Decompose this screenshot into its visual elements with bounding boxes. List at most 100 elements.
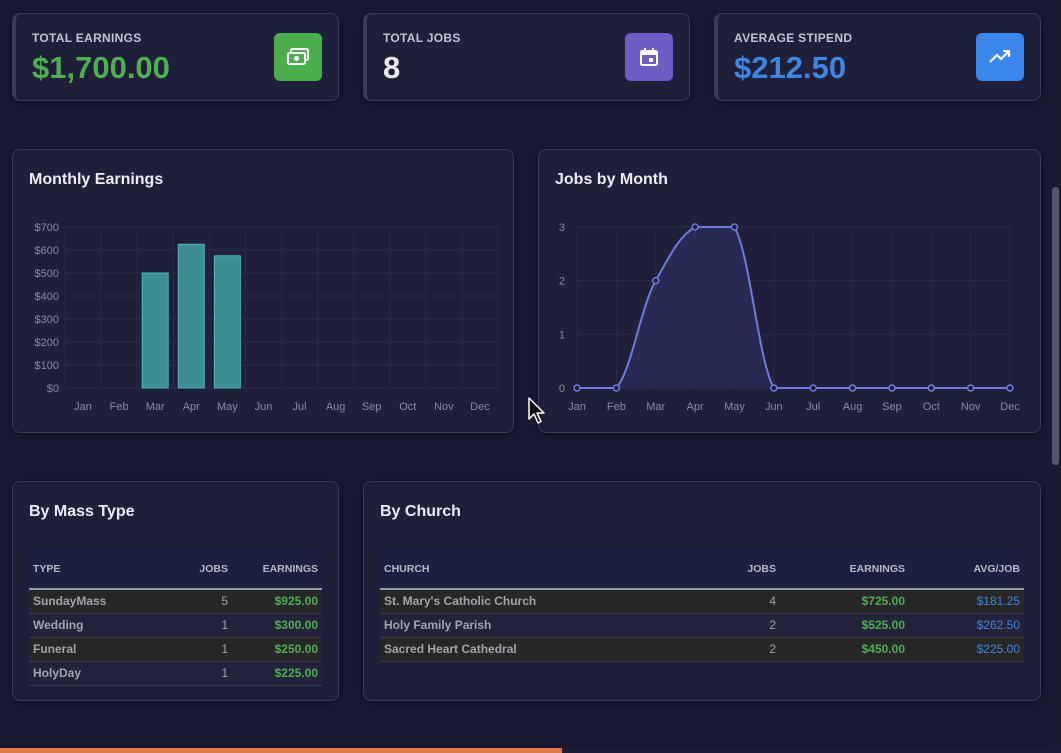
stat-label: TOTAL EARNINGS <box>32 31 142 45</box>
column-header-type[interactable]: TYPE <box>29 549 159 590</box>
church-cell: Sacred Heart Cathedral <box>380 637 710 662</box>
x-tick-label: Nov <box>434 401 454 413</box>
stat-card-average-stipend: AVERAGE STIPEND $212.50 <box>714 13 1041 101</box>
x-tick-label: Dec <box>1000 401 1020 413</box>
y-tick-label: $600 <box>35 245 59 257</box>
column-header-jobs[interactable]: JOBS <box>710 549 780 590</box>
y-tick-label: $100 <box>35 360 59 372</box>
x-tick-label: Feb <box>607 401 626 413</box>
earnings-cell: $225.00 <box>232 661 322 686</box>
progress-fill <box>0 748 563 753</box>
mass-type-table: TYPE JOBS EARNINGS SundayMass 5 $925.00 … <box>29 549 322 686</box>
avg-job-cell: $181.25 <box>909 589 1024 614</box>
earnings-cell: $725.00 <box>780 589 909 614</box>
monthly-earnings-title: Monthly Earnings <box>29 171 164 188</box>
jobs-cell: 1 <box>159 637 232 662</box>
earnings-cell: $925.00 <box>232 589 322 614</box>
monthly-earnings-card: Monthly Earnings $0 $100 $200 $300 $400 $500 $… <box>12 149 514 433</box>
by-mass-type-card: By Mass Type TYPE JOBS EARNINGS SundayMa… <box>12 481 339 701</box>
x-tick-label: Jun <box>255 401 273 413</box>
x-tick-label: Mar <box>146 401 165 413</box>
by-mass-type-title: By Mass Type <box>29 503 135 520</box>
x-tick-label: Sep <box>882 401 902 413</box>
column-header-jobs[interactable]: JOBS <box>159 549 232 590</box>
x-tick-label: Jan <box>568 401 586 413</box>
point-mar <box>651 276 660 285</box>
x-tick-label: Aug <box>843 401 863 413</box>
y-tick-label: 0 <box>559 383 565 395</box>
mass-type-cell: Funeral <box>29 637 159 662</box>
point-jun <box>770 384 778 392</box>
x-tick-label: Aug <box>326 401 346 413</box>
table-row[interactable]: SundayMass 5 $925.00 <box>29 589 322 614</box>
jobs-by-month-chart: 0 1 2 3 Jan Feb Mar Apr May Jun Jul Aug Sep Oct Nov Dec <box>559 222 1020 413</box>
jobs-cell: 5 <box>159 589 232 614</box>
y-tick-label: $400 <box>35 291 59 303</box>
column-header-earnings[interactable]: EARNINGS <box>780 549 909 590</box>
stat-card-total-earnings: TOTAL EARNINGS $1,700.00 <box>12 13 339 101</box>
point-apr <box>691 223 699 231</box>
column-header-earnings[interactable]: EARNINGS <box>232 549 322 590</box>
x-tick-label: Apr <box>183 401 200 413</box>
earnings-cell: $250.00 <box>232 637 322 662</box>
stat-label: AVERAGE STIPEND <box>734 31 853 45</box>
church-cell: St. Mary's Catholic Church <box>380 589 710 614</box>
table-row[interactable]: St. Mary's Catholic Church 4 $725.00 $18… <box>380 589 1024 614</box>
mass-type-cell: HolyDay <box>29 661 159 686</box>
page-scrollbar[interactable] <box>1049 0 1061 753</box>
y-tick-label: $200 <box>35 337 59 349</box>
column-header-church[interactable]: CHURCH <box>380 549 710 590</box>
x-tick-label: Jun <box>765 401 783 413</box>
table-row[interactable]: Wedding 1 $300.00 <box>29 613 322 638</box>
column-header-avg-job[interactable]: AVG/JOB <box>909 549 1024 590</box>
trending-up-icon <box>976 33 1024 81</box>
jobs-cell: 4 <box>710 589 780 614</box>
x-tick-label: Feb <box>110 401 129 413</box>
point-dec <box>1006 384 1014 392</box>
stat-label: TOTAL JOBS <box>383 31 461 45</box>
x-tick-label: May <box>217 401 238 413</box>
table-row[interactable]: Funeral 1 $250.00 <box>29 637 322 662</box>
x-tick-label: Sep <box>362 401 382 413</box>
y-tick-label: $300 <box>35 314 59 326</box>
point-jan <box>573 384 581 392</box>
jobs-by-month-title: Jobs by Month <box>555 171 668 188</box>
y-tick-label: $500 <box>35 268 59 280</box>
jobs-cell: 1 <box>159 661 232 686</box>
jobs-cell: 2 <box>710 613 780 638</box>
by-church-title: By Church <box>380 503 461 520</box>
money-icon <box>274 33 322 81</box>
mass-type-cell: SundayMass <box>29 589 159 614</box>
scrollbar-thumb[interactable] <box>1052 187 1059 465</box>
jobs-cell: 1 <box>159 613 232 638</box>
stat-value: $212.50 <box>734 50 847 85</box>
calendar-icon <box>625 33 673 81</box>
earnings-cell: $300.00 <box>232 613 322 638</box>
avg-job-cell: $225.00 <box>909 637 1024 662</box>
x-tick-label: Mar <box>646 401 665 413</box>
x-tick-label: Oct <box>923 401 940 413</box>
bar-mar <box>141 272 169 389</box>
mouse-cursor-icon <box>528 397 545 424</box>
line-area-fill <box>577 227 1010 388</box>
x-tick-label: Jan <box>74 401 92 413</box>
stat-card-total-jobs: TOTAL JOBS 8 <box>363 13 690 101</box>
jobs-cell: 2 <box>710 637 780 662</box>
point-feb <box>612 384 621 392</box>
y-tick-label: $700 <box>35 222 59 234</box>
x-tick-label: Nov <box>961 401 981 413</box>
point-jul <box>809 384 817 392</box>
monthly-earnings-chart: $0 $100 $200 $300 $400 $500 $600 $700 Jan Feb Mar A… <box>35 222 499 413</box>
table-row[interactable]: Holy Family Parish 2 $525.00 $262.50 <box>380 613 1024 638</box>
point-aug <box>848 384 857 392</box>
church-cell: Holy Family Parish <box>380 613 710 638</box>
x-tick-label: Jul <box>806 401 820 413</box>
earnings-cell: $450.00 <box>780 637 909 662</box>
x-tick-label: Oct <box>399 401 416 413</box>
earnings-cell: $525.00 <box>780 613 909 638</box>
mass-type-cell: Wedding <box>29 613 159 638</box>
stat-value: $1,700.00 <box>32 50 170 85</box>
table-row[interactable]: Sacred Heart Cathedral 2 $450.00 $225.00 <box>380 637 1024 662</box>
x-tick-label: Dec <box>470 401 490 413</box>
table-row[interactable]: HolyDay 1 $225.00 <box>29 661 322 686</box>
